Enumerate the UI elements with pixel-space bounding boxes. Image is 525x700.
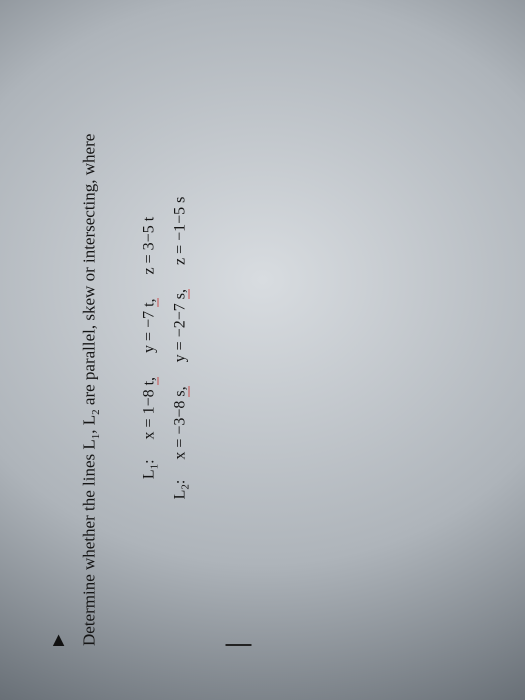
L2-x-lhs: x = −3−8 [171, 397, 188, 460]
L2-label-text: L [171, 490, 188, 500]
L2-label: L2: [165, 480, 196, 500]
L1-z: z = 3−5 t [134, 217, 164, 275]
L2-y-param: s, [171, 289, 189, 299]
L1-x-lhs: x = 1−8 [140, 385, 157, 439]
prompt-sub2: 2 [89, 409, 101, 415]
prompt-mid: , L [79, 415, 98, 434]
L1-colon: : [140, 459, 157, 463]
L1-y-lhs: y = −7 [140, 307, 157, 353]
L2-colon: : [171, 480, 188, 484]
L1-y: y = −7 t, [134, 298, 164, 353]
rotated-page: ▶ Determine whether the lines L1, L2 are… [0, 0, 525, 700]
L1-label-sub: 1 [149, 464, 161, 470]
L2-x-param: s, [171, 386, 189, 396]
L2-y-lhs: y = −2−7 [171, 299, 188, 362]
L2-x: x = −3−8 s, [165, 386, 195, 459]
line-L1: L1: x = 1−8 t, y = −7 t, z = 3−5 t [134, 40, 165, 646]
question-prompt: Determine whether the lines L1, L2 are p… [77, 40, 104, 646]
line-L2: L2: x = −3−8 s, y = −2−7 s, z = −1−5 s [165, 40, 196, 646]
L2-label-sub: 2 [180, 484, 192, 490]
L1-label: L1: [134, 459, 165, 479]
L1-x: x = 1−8 t, [134, 377, 164, 440]
prompt-tail: are parallel, skew or intersecting, wher… [79, 134, 98, 410]
prompt-sub1: 1 [89, 434, 101, 440]
prompt-lead: Determine whether the lines L [79, 439, 98, 646]
L2-y: y = −2−7 s, [165, 289, 195, 362]
L2-z: z = −1−5 s [165, 197, 195, 265]
cursor-arrow-icon: ▶ [48, 40, 67, 646]
page-content: ▶ Determine whether the lines L1, L2 are… [0, 0, 196, 700]
L1-x-param: t, [140, 377, 158, 385]
equations-block: L1: x = 1−8 t, y = −7 t, z = 3−5 t L2: x… [134, 40, 196, 646]
L1-label-text: L [140, 469, 157, 479]
L1-y-param: t, [140, 298, 158, 306]
text-cursor-icon [225, 644, 251, 646]
